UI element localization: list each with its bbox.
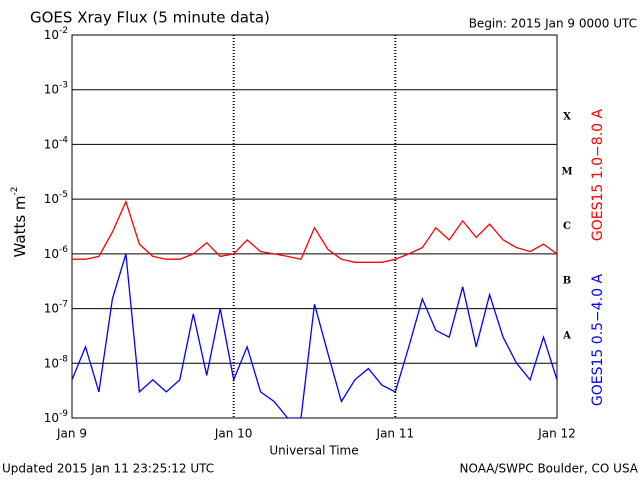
y-tick-label: 10-6 [44, 244, 69, 260]
x-tick-label: Jan 9 [56, 427, 87, 441]
y-tick-label: 10-9 [44, 409, 69, 425]
x-tick-label: Jan 10 [214, 427, 253, 441]
y-tick-base: 10 [44, 82, 59, 96]
x-tick-label: Jan 12 [537, 427, 576, 441]
y-tick-exp: -5 [59, 190, 68, 200]
flare-class-label: X [563, 112, 571, 123]
y-tick-base: 10 [44, 356, 59, 370]
footer-left: Updated 2015 Jan 11 23:25:12 UTC [2, 462, 214, 476]
y-tick-exp: -4 [59, 135, 68, 145]
y-tick-label: 10-3 [44, 80, 68, 96]
y-tick-exp: -9 [59, 409, 68, 419]
y-tick-exp: -8 [59, 354, 68, 364]
plot-frame [71, 34, 558, 419]
y-axis-label-sup: -2 [10, 186, 20, 195]
y-tick-label: 10-8 [44, 354, 69, 370]
y-tick-label: 10-7 [44, 299, 68, 315]
y-axis-label: Watts m-2 [10, 186, 29, 257]
y-tick-base: 10 [44, 411, 59, 425]
flare-class-label: B [563, 276, 571, 287]
y-axis-label-text: Watts m [11, 195, 29, 257]
legend-entry: GOES15 1.0−8.0 A [590, 109, 606, 242]
legend-entry: GOES15 0.5−4.0 A [590, 274, 606, 407]
series-line [72, 253, 557, 418]
y-tick-label: 10-2 [44, 26, 68, 42]
y-tick-exp: -3 [59, 80, 68, 90]
chart-subtitle: Begin: 2015 Jan 9 0000 UTC [469, 17, 637, 31]
chart-title: GOES Xray Flux (5 minute data) [30, 9, 270, 27]
footer-right: NOAA/SWPC Boulder, CO USA [460, 462, 639, 476]
x-tick-label: Jan 11 [376, 427, 415, 441]
plot-lines [72, 199, 557, 418]
y-tick-label: 10-4 [44, 135, 69, 151]
flare-class-label: C [563, 221, 571, 232]
y-tick-base: 10 [44, 301, 59, 315]
x-axis-label: Universal Time [269, 444, 358, 458]
flare-class-label: M [561, 166, 572, 177]
y-tick-base: 10 [44, 28, 59, 42]
y-tick-base: 10 [44, 246, 59, 260]
flare-class-label: A [562, 330, 571, 341]
y-tick-base: 10 [44, 137, 59, 151]
series-line [72, 199, 557, 263]
y-tick-exp: -6 [59, 244, 68, 254]
y-tick-exp: -7 [59, 299, 68, 309]
y-tick-exp: -2 [59, 26, 68, 36]
y-tick-label: 10-5 [44, 190, 68, 206]
y-tick-base: 10 [44, 192, 59, 206]
